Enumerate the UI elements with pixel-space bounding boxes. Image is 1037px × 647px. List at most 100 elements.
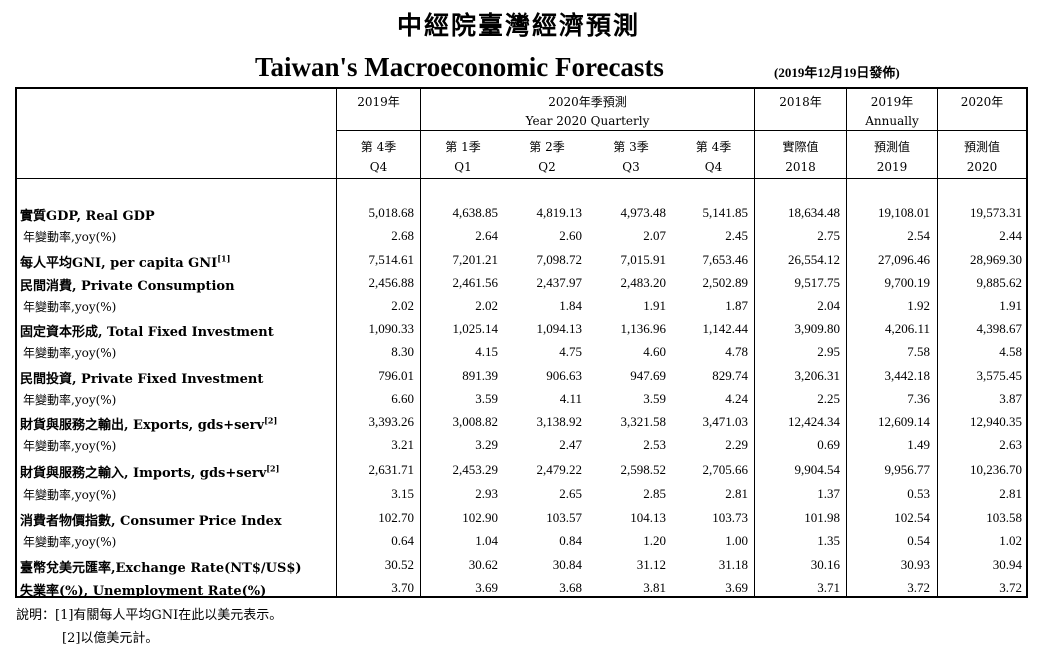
table-cell: 2.75 bbox=[817, 228, 840, 243]
row-label-text: 財貨與服務之輸入, Imports, gds+serv bbox=[20, 466, 267, 481]
table-cell: 3.72 bbox=[907, 580, 930, 595]
col-header-zh: 第 3季 bbox=[613, 140, 649, 154]
table-cell: 3,393.26 bbox=[368, 414, 415, 429]
table-cell: 3.81 bbox=[643, 580, 666, 595]
table-cell: 2.93 bbox=[475, 486, 498, 501]
table-cell: 3.71 bbox=[817, 580, 840, 595]
col-header-zh: 第 4季 bbox=[360, 140, 397, 154]
table-cell: 2.53 bbox=[643, 437, 666, 452]
table-cell: 9,956.77 bbox=[884, 462, 931, 477]
col-header-zh: 預測值 bbox=[963, 140, 1000, 154]
table-cell: 2,598.52 bbox=[620, 462, 667, 477]
table-cell: 2.02 bbox=[391, 298, 414, 313]
table-cell: 4.78 bbox=[725, 344, 748, 359]
row-label-text: 臺幣兌美元匯率,Exchange Rate(NT$/US$) bbox=[20, 561, 302, 576]
row-label: 民間消費, Private Consumption bbox=[20, 275, 235, 294]
table-cell: 2.45 bbox=[725, 228, 748, 243]
table-cell: 30.84 bbox=[552, 557, 582, 572]
row-label-text: 年變動率,yoy(%) bbox=[23, 488, 117, 502]
table-cell: 12,609.14 bbox=[878, 414, 930, 429]
table-cell: 3.69 bbox=[725, 580, 748, 595]
table-cell: 1.02 bbox=[999, 533, 1022, 548]
table-cell: 2,631.71 bbox=[368, 462, 415, 477]
table-cell: 4,206.11 bbox=[884, 321, 930, 336]
table-cell: 7.36 bbox=[907, 391, 930, 406]
row-label-text: 實質GDP, Real GDP bbox=[20, 209, 155, 224]
table-cell: 2.29 bbox=[725, 437, 748, 452]
table-cell: 103.58 bbox=[986, 510, 1022, 525]
row-label-text: 年變動率,yoy(%) bbox=[23, 346, 117, 360]
table-cell: 1,090.33 bbox=[368, 321, 415, 336]
row-label: 每人平均GNI, per capita GNI[1] bbox=[20, 252, 230, 271]
table-cell: 829.74 bbox=[712, 368, 748, 383]
col-header-en: Q2 bbox=[538, 160, 556, 174]
row-label-text: 年變動率,yoy(%) bbox=[23, 535, 117, 549]
table-cell: 1.91 bbox=[999, 298, 1022, 313]
col-header-en: 2019 bbox=[876, 160, 908, 174]
table-cell: 2.04 bbox=[817, 298, 840, 313]
header-2018: 2018年 bbox=[779, 95, 822, 109]
table-cell: 7,201.21 bbox=[452, 252, 499, 267]
table-cell: 1.92 bbox=[907, 298, 930, 313]
table-cell: 7,514.61 bbox=[368, 252, 415, 267]
table-cell: 3,321.58 bbox=[620, 414, 667, 429]
row-label: 固定資本形成, Total Fixed Investment bbox=[20, 321, 274, 340]
table-cell: 9,517.75 bbox=[794, 275, 841, 290]
row-label-text: 固定資本形成, Total Fixed Investment bbox=[20, 325, 274, 340]
table-cell: 3.68 bbox=[559, 580, 582, 595]
table-cell: 27,096.46 bbox=[878, 252, 930, 267]
row-label: 實質GDP, Real GDP bbox=[20, 205, 155, 224]
table-cell: 3.70 bbox=[391, 580, 414, 595]
table-cell: 2.85 bbox=[643, 486, 666, 501]
table-cell: 2,437.97 bbox=[536, 275, 583, 290]
table-cell: 18,634.48 bbox=[788, 205, 840, 220]
table-cell: 3.21 bbox=[391, 437, 414, 452]
table-cell: 2.54 bbox=[907, 228, 930, 243]
row-label: 年變動率,yoy(%) bbox=[23, 298, 116, 315]
table-cell: 4.60 bbox=[643, 344, 666, 359]
table-cell: 9,904.54 bbox=[794, 462, 841, 477]
table-cell: 1,142.44 bbox=[702, 321, 749, 336]
table-cell: 102.70 bbox=[378, 510, 414, 525]
col-header-zh: 第 4季 bbox=[695, 140, 732, 154]
table-cell: 3,575.45 bbox=[976, 368, 1023, 383]
table-cell: 2.65 bbox=[559, 486, 582, 501]
table-cell: 3.29 bbox=[475, 437, 498, 452]
table-cell: 4,819.13 bbox=[536, 205, 583, 220]
col-header-zh: 第 1季 bbox=[445, 140, 481, 154]
release-date: (2019年12月19日發佈) bbox=[774, 65, 900, 80]
col-header-en: Q3 bbox=[622, 160, 640, 174]
header-2020-quarterly-en: Year 2020 Quarterly bbox=[525, 114, 650, 128]
table-cell: 1,094.13 bbox=[536, 321, 583, 336]
table-cell: 9,885.62 bbox=[976, 275, 1023, 290]
title-english: Taiwan's Macroeconomic Forecasts bbox=[255, 52, 664, 82]
table-cell: 3.15 bbox=[391, 486, 414, 501]
table-cell: 0.69 bbox=[817, 437, 840, 452]
table-cell: 3,471.03 bbox=[702, 414, 749, 429]
table-cell: 19,573.31 bbox=[970, 205, 1022, 220]
row-label: 年變動率,yoy(%) bbox=[23, 486, 116, 503]
table-cell: 0.53 bbox=[907, 486, 930, 501]
table-cell: 26,554.12 bbox=[788, 252, 840, 267]
table-cell: 4.11 bbox=[559, 391, 582, 406]
table-cell: 2.68 bbox=[391, 228, 414, 243]
table-cell: 2.25 bbox=[817, 391, 840, 406]
header-2019: 2019年 bbox=[357, 95, 400, 109]
table-cell: 1.04 bbox=[475, 533, 498, 548]
table-cell: 2,456.88 bbox=[368, 275, 415, 290]
col-header-zh: 預測值 bbox=[873, 140, 910, 154]
table-cell: 8.30 bbox=[391, 344, 414, 359]
row-label: 消費者物價指數, Consumer Price Index bbox=[20, 510, 282, 529]
row-label: 年變動率,yoy(%) bbox=[23, 228, 116, 245]
table-cell: 2,453.29 bbox=[452, 462, 499, 477]
footnote-marker: [2] bbox=[264, 415, 278, 426]
col-header-en: 2020 bbox=[966, 160, 998, 174]
row-label-text: 民間投資, Private Fixed Investment bbox=[20, 372, 264, 387]
table-cell: 1.87 bbox=[725, 298, 748, 313]
table-cell: 3,442.18 bbox=[884, 368, 931, 383]
table-cell: 2,705.66 bbox=[702, 462, 749, 477]
table-cell: 30.93 bbox=[900, 557, 930, 572]
header-2020-quarterly-zh: 2020年季預測 bbox=[548, 95, 627, 109]
table-cell: 3.87 bbox=[999, 391, 1022, 406]
table-cell: 2,502.89 bbox=[702, 275, 749, 290]
